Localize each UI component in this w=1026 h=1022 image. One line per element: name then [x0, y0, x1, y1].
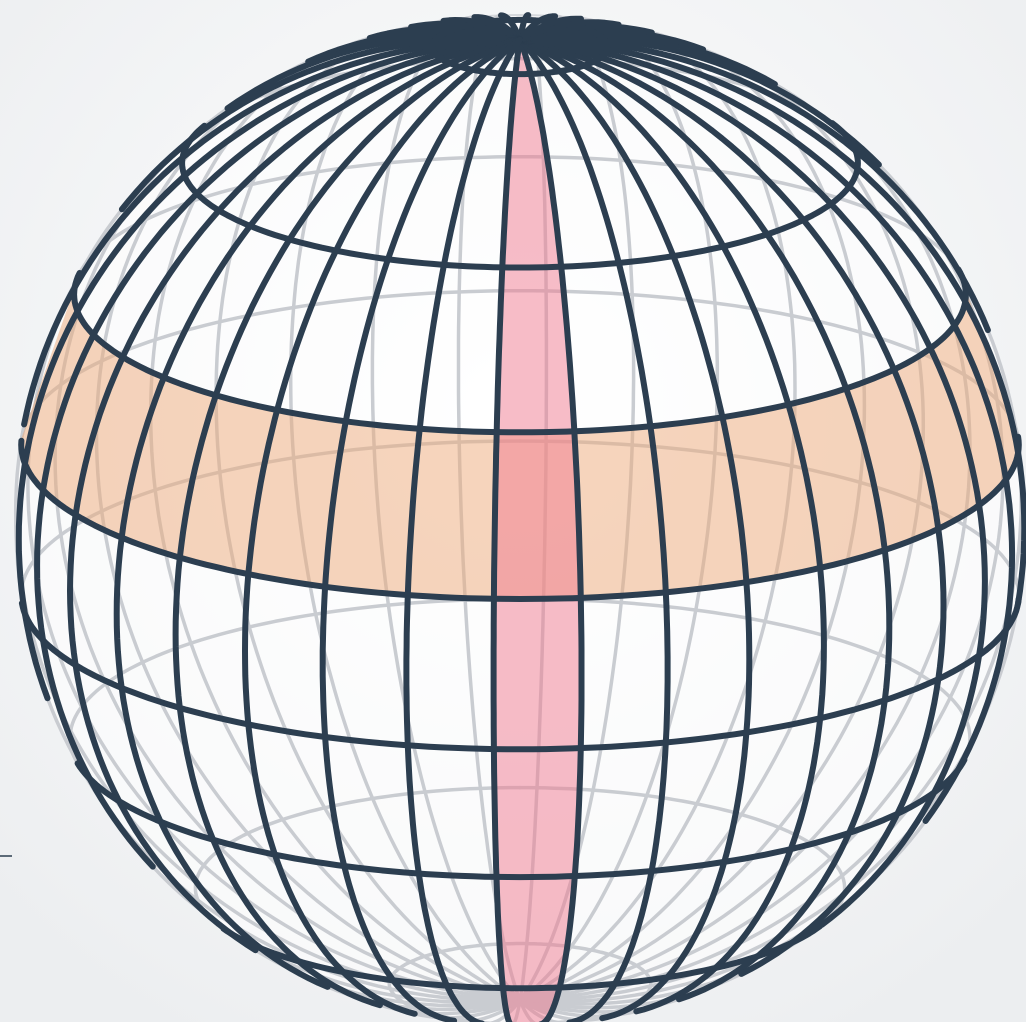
meridian: [403, 36, 523, 1022]
parallel: [18, 433, 1022, 602]
meridian: [94, 59, 522, 1003]
parallel: [179, 120, 861, 271]
parallel: [74, 756, 968, 881]
parallel: [220, 923, 823, 992]
meridian: [517, 36, 893, 1003]
parallel: [387, 941, 653, 1022]
front-grid: [15, 12, 1026, 1022]
meridian: [517, 36, 1026, 607]
meridian: [118, 35, 523, 213]
meridian: [518, 82, 972, 1003]
meridian: [517, 36, 827, 1015]
parallel: [18, 596, 1022, 753]
meridian: [113, 36, 523, 990]
meridian-band: [493, 39, 582, 1022]
parallel: [193, 785, 522, 931]
meridian: [34, 36, 523, 870]
parallel: [77, 154, 522, 275]
meridian: [517, 36, 753, 1022]
meridian: [172, 36, 523, 1009]
meridian: [21, 36, 523, 428]
meridian: [242, 36, 523, 1017]
meridian: [67, 36, 523, 954]
meridian: [517, 36, 585, 1022]
meridian: [517, 36, 671, 1022]
parallel: [518, 154, 961, 272]
meridian: [517, 36, 991, 334]
meridian: [490, 36, 523, 1022]
meridian: [15, 36, 523, 702]
meridian: [517, 36, 947, 977]
meridian: [319, 36, 523, 1022]
parallel: [429, 16, 611, 78]
parallel: [71, 266, 969, 436]
